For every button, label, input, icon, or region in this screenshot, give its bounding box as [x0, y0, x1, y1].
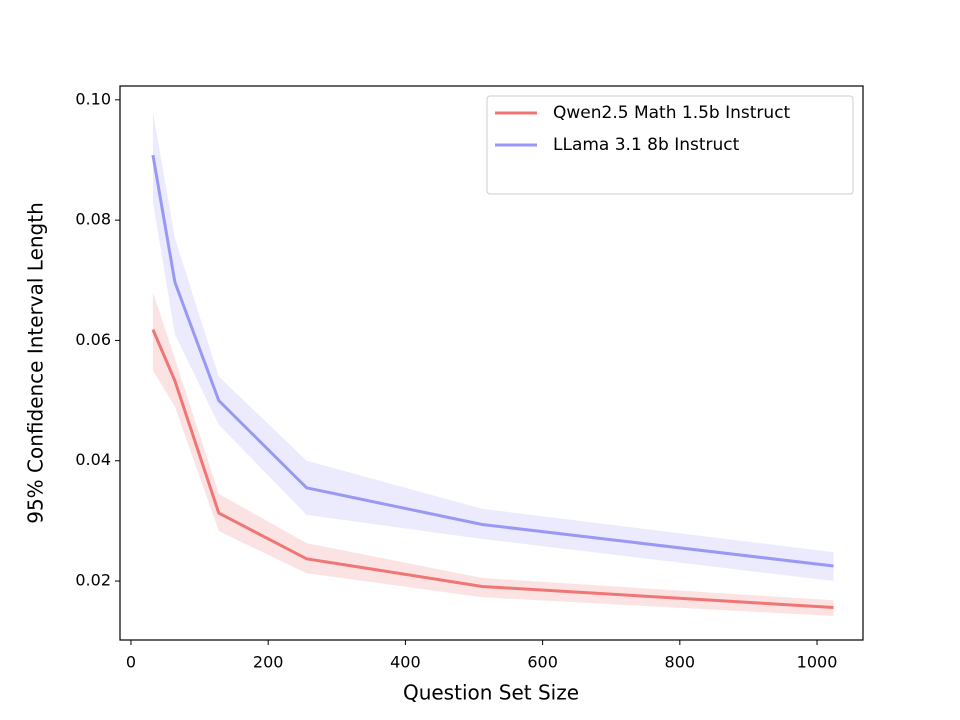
y-tick-label: 0.06 — [75, 330, 111, 349]
x-tick-label: 800 — [665, 653, 696, 672]
series-line — [151, 329, 834, 610]
y-axis-title: 95% Confidence Interval Length — [24, 202, 48, 524]
plot-frame — [119, 85, 864, 641]
y-tick-label: 0.08 — [75, 210, 111, 229]
x-tick-label: 1000 — [797, 653, 838, 672]
x-tick-label: 0 — [126, 653, 136, 672]
legend-label: Qwen2.5 Math 1.5b Instruct — [553, 103, 791, 123]
y-tick-label: 0.02 — [75, 571, 111, 590]
x-tick-label: 600 — [527, 653, 558, 672]
y-tick-label: 0.10 — [75, 89, 111, 108]
x-tick-label: 200 — [253, 653, 284, 672]
legend-box — [486, 95, 854, 195]
y-tick-label: 0.04 — [75, 450, 111, 469]
x-axis-title: Question Set Size — [403, 681, 579, 705]
series-line — [151, 154, 834, 568]
legend-label: LLama 3.1 8b Instruct — [553, 135, 740, 155]
x-tick-label: 400 — [390, 653, 421, 672]
